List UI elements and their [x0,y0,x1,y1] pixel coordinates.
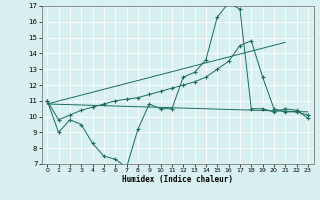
X-axis label: Humidex (Indice chaleur): Humidex (Indice chaleur) [122,175,233,184]
